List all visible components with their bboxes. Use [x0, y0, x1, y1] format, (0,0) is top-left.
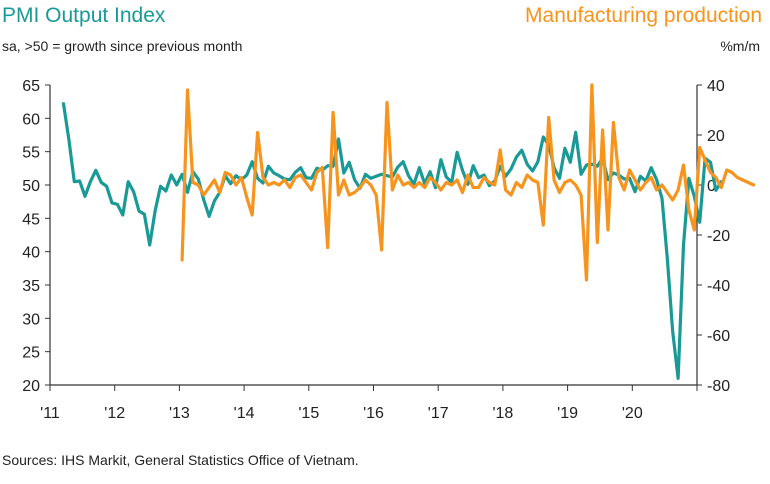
right-tick-label: -40 [707, 278, 730, 295]
left-tick-label: 55 [22, 145, 40, 162]
x-tick-label: '19 [557, 405, 578, 422]
right-tick-label: 40 [707, 78, 725, 95]
x-tick-label: '16 [363, 405, 384, 422]
left-tick-label: 60 [22, 111, 40, 128]
x-tick-label: '13 [169, 405, 190, 422]
left-tick-label: 25 [22, 345, 40, 362]
left-tick-label: 40 [22, 245, 40, 262]
right-tick-label: 0 [707, 178, 716, 195]
left-tick-label: 20 [22, 378, 40, 395]
x-tick-label: '11 [40, 405, 60, 422]
pmi-title: PMI Output Index [2, 4, 166, 27]
left-tick-label: 35 [22, 278, 40, 295]
pmi-subtitle: sa, >50 = growth since previous month [2, 38, 243, 54]
left-tick-label: 30 [22, 311, 40, 328]
right-tick-label: -80 [707, 378, 730, 395]
x-tick-label: '20 [622, 405, 643, 422]
right-tick-label: -20 [707, 228, 730, 245]
x-tick-label: '17 [428, 405, 449, 422]
production-title: Manufacturing production [525, 4, 762, 27]
left-tick-label: 45 [22, 211, 40, 228]
production-unit: %m/m [720, 38, 760, 54]
x-tick-label: '18 [492, 405, 513, 422]
pmi-series-line [61, 102, 723, 380]
left-tick-label: 65 [22, 78, 40, 95]
left-tick-label: 50 [22, 178, 40, 195]
source-note: Sources: IHS Markit, General Statistics … [2, 452, 359, 468]
x-tick-label: '12 [104, 405, 125, 422]
production-series-line [180, 83, 756, 282]
right-tick-label: 20 [707, 128, 725, 145]
x-tick-label: '15 [298, 405, 319, 422]
right-tick-label: -60 [707, 328, 730, 345]
x-tick-label: '14 [234, 405, 255, 422]
